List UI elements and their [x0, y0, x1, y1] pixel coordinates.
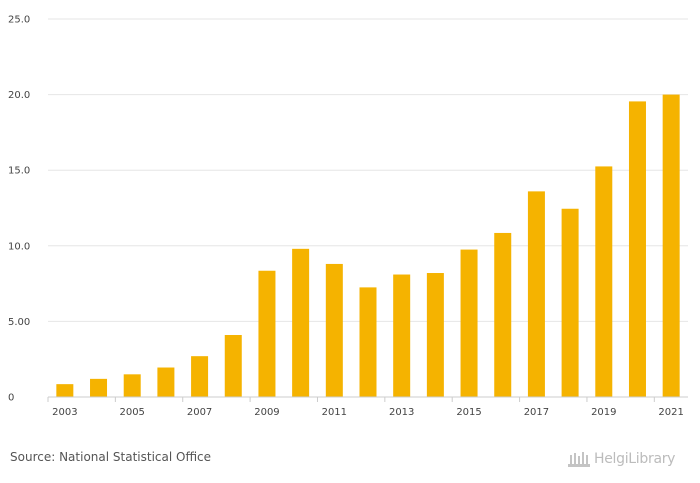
x-tick-label: 2005: [119, 407, 144, 418]
y-tick-label: 25.0: [8, 15, 30, 26]
bar: [157, 367, 175, 397]
x-tick-label: 2013: [389, 407, 414, 418]
y-tick-label: 20.0: [8, 90, 30, 101]
y-tick-label: 15.0: [8, 166, 30, 177]
x-tick-label: 2021: [658, 407, 683, 418]
x-tick-label: 2019: [591, 407, 616, 418]
x-tick-label: 2007: [187, 407, 212, 418]
x-tick-label: 2011: [322, 407, 347, 418]
bar: [191, 356, 209, 397]
bar: [56, 384, 74, 397]
bar: [595, 166, 613, 397]
source-note: Source: National Statistical Office: [10, 450, 212, 464]
bar: [325, 263, 343, 397]
gridlines: [48, 18, 688, 322]
y-tick-label: 10.0: [8, 241, 30, 252]
brand-name: HelgiLibrary: [594, 451, 676, 467]
bar: [123, 374, 141, 397]
bar: [90, 378, 108, 397]
x-tick-label: 2015: [456, 407, 481, 418]
bar: [393, 274, 411, 397]
bar: [628, 101, 646, 398]
y-axis-labels: 0 5.00 10.0 15.0 20.0 25.0: [8, 15, 30, 404]
bar: [224, 335, 242, 397]
bar: [359, 287, 377, 397]
x-axis-labels: 2003 2005 2007 2009 2011 2013 2015 2017 2019 2021: [52, 407, 684, 418]
x-tick-label: 2003: [52, 407, 77, 418]
brand-logo[interactable]: HelgiLibrary: [566, 447, 675, 471]
library-icon: [568, 452, 590, 467]
bar: [561, 208, 579, 397]
bar: [494, 232, 512, 397]
x-axis: [47, 396, 688, 402]
bar: [527, 191, 545, 397]
x-tick-label: 2017: [524, 407, 549, 418]
bar: [426, 273, 444, 397]
bar: [662, 94, 680, 397]
bar-series: [56, 94, 680, 398]
x-tick-label: 2009: [254, 407, 279, 418]
bar: [258, 270, 276, 397]
bar: [460, 249, 478, 397]
y-tick-label: 5.00: [8, 317, 30, 328]
y-tick-label: 0: [8, 393, 14, 404]
bar: [292, 248, 310, 397]
